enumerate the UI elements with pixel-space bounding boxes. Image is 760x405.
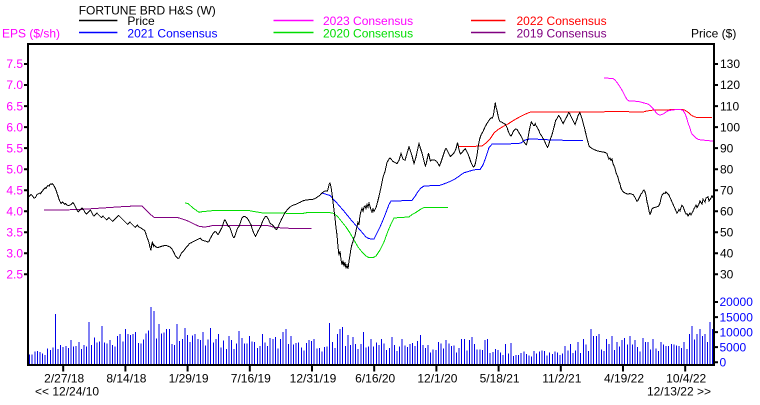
- svg-text:5.5: 5.5: [6, 141, 23, 155]
- svg-text:7.5: 7.5: [6, 57, 23, 71]
- svg-text:Price ($): Price ($): [691, 26, 736, 40]
- svg-text:2/27/18: 2/27/18: [44, 372, 84, 386]
- svg-text:6.5: 6.5: [6, 99, 23, 113]
- svg-text:12/31/19: 12/31/19: [290, 372, 337, 386]
- svg-text:12/1/20: 12/1/20: [417, 372, 457, 386]
- svg-text:12/13/22 >>: 12/13/22 >>: [647, 385, 711, 399]
- svg-text:120: 120: [720, 78, 740, 92]
- svg-text:2023 Consensus: 2023 Consensus: [323, 14, 413, 28]
- svg-text:11/2/21: 11/2/21: [542, 372, 581, 386]
- svg-text:Price: Price: [127, 14, 155, 28]
- svg-text:60: 60: [720, 204, 734, 218]
- svg-text:<< 12/24/10: << 12/24/10: [35, 385, 99, 399]
- svg-text:5.0: 5.0: [6, 162, 23, 176]
- svg-text:2019 Consensus: 2019 Consensus: [517, 26, 607, 40]
- svg-text:4.0: 4.0: [6, 204, 23, 218]
- svg-text:100: 100: [720, 120, 740, 134]
- svg-text:130: 130: [720, 57, 740, 71]
- svg-text:2020 Consensus: 2020 Consensus: [323, 26, 413, 40]
- svg-text:1/29/19: 1/29/19: [169, 372, 209, 386]
- svg-text:30: 30: [720, 268, 734, 282]
- svg-text:3.0: 3.0: [6, 246, 23, 260]
- svg-text:4.5: 4.5: [6, 183, 23, 197]
- svg-text:6/16/20: 6/16/20: [355, 372, 395, 386]
- svg-text:4/19/22: 4/19/22: [604, 372, 644, 386]
- svg-text:2.5: 2.5: [6, 268, 23, 282]
- svg-text:80: 80: [720, 162, 734, 176]
- svg-text:5/18/21: 5/18/21: [480, 372, 520, 386]
- svg-text:3.5: 3.5: [6, 225, 23, 239]
- svg-text:20000: 20000: [720, 295, 754, 309]
- svg-text:FORTUNE BRD H&S (W): FORTUNE BRD H&S (W): [79, 4, 216, 18]
- svg-text:8/14/18: 8/14/18: [106, 372, 146, 386]
- svg-text:110: 110: [720, 99, 739, 113]
- svg-text:10/4/22: 10/4/22: [666, 372, 706, 386]
- svg-text:10000: 10000: [720, 325, 754, 339]
- svg-text:6.0: 6.0: [6, 120, 23, 134]
- svg-text:7.0: 7.0: [6, 78, 23, 92]
- svg-text:7/16/19: 7/16/19: [231, 372, 271, 386]
- svg-text:2022 Consensus: 2022 Consensus: [517, 14, 607, 28]
- svg-text:0: 0: [720, 355, 727, 369]
- svg-text:15000: 15000: [720, 310, 754, 324]
- svg-text:50: 50: [720, 225, 734, 239]
- svg-text:2021 Consensus: 2021 Consensus: [127, 26, 217, 40]
- svg-text:70: 70: [720, 183, 734, 197]
- svg-text:EPS ($/sh): EPS ($/sh): [2, 26, 60, 40]
- svg-text:90: 90: [720, 141, 734, 155]
- svg-text:40: 40: [720, 246, 734, 260]
- svg-text:5000: 5000: [720, 340, 747, 354]
